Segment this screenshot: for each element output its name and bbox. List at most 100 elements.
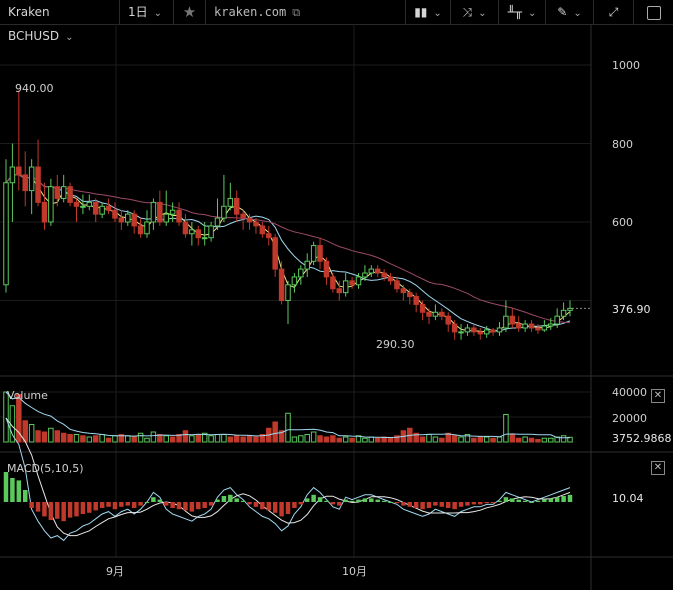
volume-bar bbox=[214, 434, 221, 443]
volume-bar bbox=[137, 432, 144, 443]
macd-bar bbox=[42, 502, 47, 517]
volume-bar bbox=[291, 436, 298, 443]
macd-bar bbox=[228, 494, 233, 502]
close-macd-icon[interactable]: ✕ bbox=[651, 461, 665, 475]
candle-body bbox=[150, 201, 157, 223]
macd-bar bbox=[426, 502, 432, 508]
macd-bar bbox=[55, 502, 60, 519]
fullscreen-button[interactable]: ⤢ bbox=[594, 0, 634, 24]
drawing-tools-button[interactable]: ✎ ⌄ bbox=[546, 0, 594, 24]
moving-average-line bbox=[5, 174, 571, 332]
star-icon[interactable]: ★ bbox=[174, 0, 206, 24]
volume-bar bbox=[317, 435, 323, 443]
close-volume-icon[interactable]: ✕ bbox=[651, 389, 665, 403]
candle-body bbox=[304, 260, 310, 270]
macd-bar bbox=[497, 500, 502, 502]
volume-bar bbox=[509, 434, 516, 443]
volume-bar bbox=[118, 434, 125, 443]
candle-body bbox=[157, 201, 163, 223]
macd-bar bbox=[157, 499, 163, 502]
bar-type-button[interactable]: ▮▮ ⌄ bbox=[405, 0, 451, 24]
volume-bar bbox=[208, 435, 214, 443]
indicators-button[interactable]: ⤨ ⌄ bbox=[451, 0, 499, 24]
volume-bar bbox=[490, 437, 496, 443]
macd-bar bbox=[304, 498, 310, 502]
candle-body bbox=[105, 205, 112, 211]
high-price-label: 940.00 bbox=[15, 82, 54, 95]
candle-body bbox=[515, 323, 522, 329]
volume-bar bbox=[16, 394, 22, 443]
volume-bar bbox=[439, 437, 445, 443]
volume-bar bbox=[330, 435, 336, 443]
interval-selector[interactable]: 1日 ⌄ bbox=[120, 0, 174, 24]
volume-bar bbox=[272, 421, 278, 443]
site-link[interactable]: kraken.com ⧉ bbox=[206, 0, 326, 24]
macd-bar bbox=[420, 502, 425, 510]
candle-body bbox=[426, 311, 432, 317]
price-tick: 1000 bbox=[612, 59, 640, 72]
volume-bar bbox=[464, 434, 471, 443]
macd-bar bbox=[535, 500, 541, 502]
fullscreen-icon: ⤢ bbox=[608, 5, 619, 19]
macd-bar bbox=[548, 498, 554, 502]
volume-bar bbox=[195, 434, 202, 443]
macd-bar bbox=[503, 497, 509, 502]
volume-bar bbox=[41, 431, 48, 443]
volume-bar bbox=[67, 434, 73, 443]
candle-body bbox=[195, 229, 202, 239]
chevron-down-icon: ⌄ bbox=[528, 8, 537, 19]
macd-bar bbox=[343, 499, 348, 502]
candle-body bbox=[451, 323, 458, 333]
candle-body bbox=[54, 186, 61, 199]
macd-bar bbox=[35, 502, 41, 512]
macd-bar bbox=[561, 496, 566, 502]
volume-current-label: 3752.9868 bbox=[612, 432, 672, 445]
macd-bar bbox=[311, 494, 316, 502]
macd-bar bbox=[330, 502, 336, 505]
macd-bar bbox=[131, 502, 137, 508]
candle-body bbox=[144, 221, 150, 235]
volume-tick: 20000 bbox=[612, 412, 647, 425]
volume-bar bbox=[189, 435, 195, 443]
interval-label: 1日 bbox=[128, 5, 148, 19]
macd-bar bbox=[266, 502, 272, 511]
macd-bar bbox=[151, 497, 156, 502]
compare-button[interactable]: ╨╥ ⌄ bbox=[499, 0, 546, 24]
candle-body bbox=[278, 268, 285, 302]
external-link-icon: ⧉ bbox=[292, 6, 301, 19]
price-chart[interactable]: 1000 800 600 376.90 940.00 290.30 Volume… bbox=[0, 24, 673, 590]
candle-body bbox=[112, 209, 118, 219]
volume-bar bbox=[163, 435, 169, 443]
candle-body bbox=[221, 205, 227, 219]
candle-body bbox=[169, 209, 176, 215]
volume-bar bbox=[176, 434, 182, 443]
price-tick: 600 bbox=[612, 216, 633, 229]
candle-body bbox=[182, 221, 189, 235]
chart-grid bbox=[0, 24, 591, 557]
macd-bar bbox=[542, 499, 547, 502]
volume-bar bbox=[54, 430, 61, 443]
candle-body bbox=[22, 174, 28, 192]
candle-body bbox=[381, 272, 387, 278]
macd-bar bbox=[189, 502, 195, 512]
candle-body bbox=[439, 311, 445, 317]
volume-bar bbox=[169, 436, 176, 443]
signal-line bbox=[5, 417, 571, 537]
symbol-selector[interactable]: Kraken BCHUSD ⌄ bbox=[0, 0, 120, 43]
macd-bar bbox=[253, 502, 259, 507]
macd-bar bbox=[260, 502, 265, 510]
candle-body bbox=[394, 280, 400, 290]
screenshot-button[interactable] bbox=[634, 0, 673, 24]
macd-bar bbox=[478, 502, 483, 505]
macd-bar bbox=[452, 502, 457, 510]
macd-bar bbox=[176, 502, 182, 510]
macd-bar bbox=[529, 502, 534, 503]
volume-bar bbox=[285, 412, 291, 443]
candles[interactable] bbox=[3, 90, 573, 340]
candle-body bbox=[176, 209, 182, 223]
macd-bar bbox=[215, 499, 220, 502]
candle-body bbox=[266, 233, 272, 239]
volume-bar bbox=[548, 437, 554, 443]
macd-bar bbox=[381, 500, 387, 502]
volume-bar bbox=[432, 436, 439, 443]
